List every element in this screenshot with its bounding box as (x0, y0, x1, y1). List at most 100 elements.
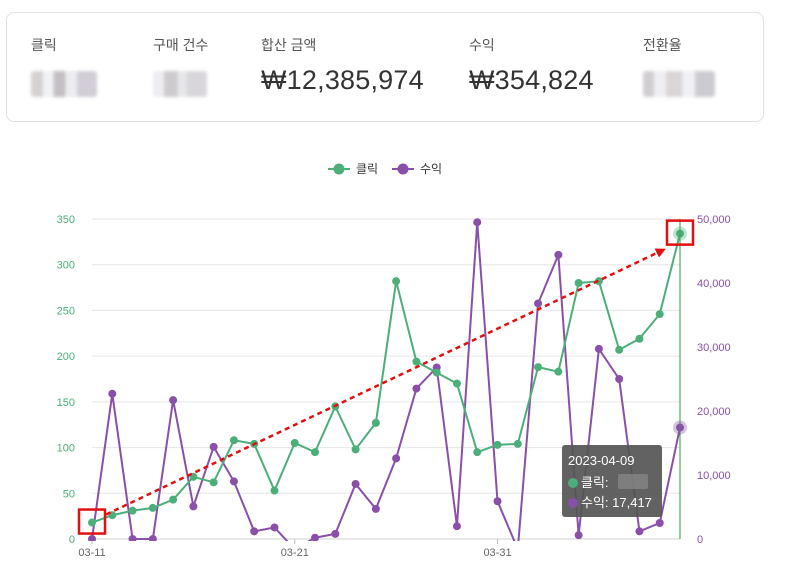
stat-label: 전환율 (643, 37, 682, 53)
y-right-tick-label: 50,000 (697, 214, 731, 226)
data-point-clicks (574, 279, 583, 287)
legend-marker (397, 163, 409, 175)
data-point-clicks (534, 363, 543, 372)
data-point-clicks (615, 345, 624, 354)
data-point-revenue (88, 535, 96, 541)
legend-label: 수익 (420, 162, 442, 176)
data-point-revenue (615, 375, 624, 383)
data-point-clicks (513, 439, 522, 448)
data-point-revenue (128, 535, 137, 541)
data-point-revenue (250, 527, 259, 536)
data-point-revenue (371, 504, 380, 513)
stat-label: 수익 (469, 37, 495, 53)
y-left-tick-label: 350 (57, 214, 75, 226)
data-point-revenue (311, 533, 320, 541)
data-point-revenue (493, 497, 502, 506)
data-point-revenue (169, 396, 178, 405)
data-point-clicks (290, 439, 299, 447)
tooltip-marker (568, 498, 578, 508)
stat-label: 클릭 (31, 37, 57, 53)
data-point-clicks (270, 486, 279, 495)
redacted-value (31, 71, 97, 97)
data-point-clicks (169, 495, 178, 504)
trend-arrow (105, 248, 666, 516)
data-point-clicks (88, 518, 96, 527)
data-point-revenue (534, 299, 543, 308)
tooltip: 2023-04-09 클릭: 수익: 17,417 (562, 445, 662, 517)
legend-label: 클릭 (356, 162, 378, 176)
stat-label: 합산 금액 (261, 37, 317, 53)
data-point-revenue (655, 519, 664, 527)
y-left-tick-label: 50 (63, 488, 75, 500)
data-point-clicks (493, 440, 502, 449)
y-right-tick-label: 0 (697, 534, 703, 546)
data-point-revenue (635, 527, 644, 536)
data-point-revenue (108, 389, 117, 398)
data-point-revenue (331, 529, 340, 538)
y-right-tick-label: 20,000 (697, 406, 731, 418)
data-point-revenue (473, 218, 482, 227)
highlight-box (77, 508, 107, 535)
data-point-clicks (412, 357, 421, 366)
data-point-revenue (148, 535, 157, 541)
x-tick-label: 03-31 (483, 547, 511, 559)
data-point-revenue (574, 531, 583, 540)
tooltip-box (562, 445, 662, 517)
stat-value: ₩12,385,974 (261, 65, 424, 95)
redacted-value (153, 71, 207, 97)
y-right-tick-label: 40,000 (697, 278, 731, 290)
data-point-clicks (371, 418, 380, 427)
y-right-tick-label: 10,000 (697, 470, 731, 482)
data-point-clicks (392, 277, 401, 286)
data-point-clicks (148, 503, 157, 512)
data-point-clicks (209, 478, 218, 487)
stats-card: 클릭 구매 건수 합산 금액 ₩12,385,974 수익 ₩354,824 전… (6, 12, 764, 122)
y-left-tick-label: 250 (57, 305, 75, 317)
data-point-revenue (554, 250, 563, 259)
chart-legend: 클릭 수익 (328, 162, 442, 176)
highlight-box (665, 219, 695, 246)
redacted-value (643, 71, 715, 97)
data-point-clicks (311, 448, 320, 457)
x-tick-label: 03-21 (281, 547, 309, 559)
data-point-clicks (655, 310, 664, 319)
y-left-tick-label: 300 (57, 260, 75, 272)
stat-value: ₩354,824 (469, 65, 594, 95)
plot-area (88, 218, 684, 553)
data-point-revenue (594, 344, 603, 353)
stat-label: 구매 건수 (153, 37, 209, 53)
redacted-value (618, 474, 648, 489)
data-point-clicks (594, 277, 603, 286)
data-point-revenue (412, 384, 421, 393)
data-point-revenue (452, 522, 461, 531)
data-point-revenue (351, 479, 360, 488)
tooltip-row: 클릭: (581, 475, 609, 490)
data-point-clicks (128, 506, 137, 515)
data-point-clicks (432, 368, 441, 377)
data-point-revenue (189, 502, 198, 511)
x-tick-label: 03-11 (78, 547, 105, 559)
data-point-clicks (351, 445, 360, 454)
data-point-revenue (514, 545, 522, 553)
data-point-revenue (209, 442, 218, 451)
tooltip-marker (568, 478, 578, 488)
tooltip-row: 수익: 17,417 (581, 495, 652, 510)
data-point-clicks (229, 436, 238, 445)
y-right-tick-label: 30,000 (697, 342, 731, 354)
data-point-clicks (554, 367, 563, 376)
data-point-clicks (635, 334, 644, 343)
data-point-clicks (473, 448, 482, 457)
y-left-tick-label: 100 (57, 443, 75, 455)
legend-marker (333, 163, 345, 175)
y-left-tick-label: 0 (69, 534, 75, 546)
hover-halo-clicks (673, 226, 687, 241)
legend-item: 수익 (392, 162, 442, 176)
data-point-revenue (229, 477, 238, 486)
hover-halo-revenue (673, 420, 687, 435)
y-left-tick-label: 200 (57, 351, 75, 363)
data-point-revenue (270, 523, 279, 532)
tooltip-date: 2023-04-09 (568, 453, 635, 468)
legend-item: 클릭 (328, 162, 378, 176)
line-chart: 클릭 수익 0 50 100 150 200 250 300 350 0 10,000 20,000 30… (57, 162, 731, 559)
y-left-tick-label: 150 (57, 397, 75, 409)
